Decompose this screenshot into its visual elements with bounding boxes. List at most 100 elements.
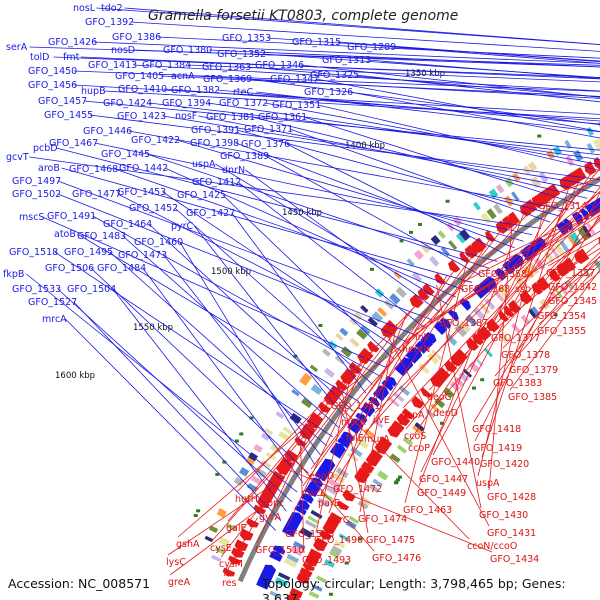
forward-leader-line	[208, 49, 600, 68]
forward-leader-line	[142, 267, 304, 483]
gc-content-outer-block	[493, 203, 503, 215]
gc-skew-outer-block	[233, 476, 244, 486]
gc-content-outer-block	[250, 475, 263, 485]
reverse-gene-label: gyrA	[259, 512, 282, 523]
gc-skew-outer-block	[406, 258, 415, 267]
forward-gene-label: mscS	[19, 212, 44, 223]
gc-skew-outer-block	[348, 317, 358, 326]
gc-skew-outer-block	[552, 145, 563, 156]
gc-content-inner-block	[582, 225, 592, 238]
gc-skew-outer-block	[586, 127, 594, 137]
rna-marker	[396, 478, 401, 482]
gc-content-inner-block	[274, 577, 288, 588]
forward-gene-label: GFO_1445	[101, 149, 150, 160]
forward-gene-label: nosL	[73, 3, 96, 14]
forward-gene-label: aroB	[38, 163, 60, 174]
forward-leader-line	[176, 139, 524, 242]
forward-leader-line	[148, 102, 600, 156]
gc-content-outer-block	[428, 255, 440, 267]
forward-leader-line	[231, 212, 367, 394]
reverse-gene-arrow	[417, 288, 430, 301]
reverse-leader-line	[332, 399, 470, 540]
gc-skew-inner-block	[483, 348, 493, 358]
forward-gene-label: GFO_1426	[48, 37, 97, 48]
reverse-gene-label: GFO_1419	[473, 443, 522, 454]
forward-gene-label: GFO_1405	[115, 71, 164, 82]
reverse-gene-arrow-inner	[315, 537, 328, 548]
forward-leader-line	[235, 142, 515, 249]
forward-leader-line	[349, 91, 600, 139]
reverse-leader-line	[332, 191, 600, 400]
forward-gene-label: GFO_1392	[85, 17, 134, 28]
reverse-gene-label: GFO_1418	[472, 424, 521, 435]
reverse-gene-arrow-inner	[308, 548, 323, 560]
reverse-leader-line	[477, 197, 548, 477]
forward-leader-line	[289, 128, 551, 223]
forward-gene-label: GFO_1386	[112, 32, 161, 43]
forward-leader-line	[237, 181, 425, 328]
forward-leader-line	[315, 78, 600, 132]
reverse-gene-arrow-inner	[336, 500, 350, 511]
reverse-gene-label: ccoN/ccoO	[467, 541, 517, 552]
forward-gene-label: pyrC	[171, 221, 194, 232]
gc-skew-inner-block	[330, 545, 343, 555]
reverse-leader-line	[285, 468, 493, 553]
reverse-gene-arrow-inner	[387, 425, 401, 438]
reverse-gene-arrow	[464, 244, 479, 259]
gc-skew-outer-block	[309, 364, 319, 373]
reverse-gene-label: GFO_1474	[358, 514, 407, 525]
kbp-tick-label: 1350 kbp	[405, 69, 445, 79]
forward-gene-label: GFO_1450	[28, 66, 77, 77]
forward-gene-arrow	[272, 545, 286, 555]
gc-content-inner-block	[388, 397, 400, 408]
gc-content-inner-block	[484, 298, 496, 311]
rna-marker	[318, 323, 323, 327]
reverse-gene-label: GFO_1449	[417, 488, 466, 499]
forward-leader-line	[146, 153, 489, 269]
rna-marker	[537, 134, 542, 138]
gc-content-outer-block	[455, 232, 466, 244]
forward-leader-line	[267, 37, 600, 62]
reverse-gene-arrow-inner	[304, 553, 320, 567]
forward-gene-label: GFO_1504	[67, 284, 116, 295]
forward-leader-line	[392, 46, 600, 64]
gc-skew-outer-block	[253, 444, 263, 453]
reverse-leader-line	[405, 186, 600, 430]
forward-gene-label: GFO_1491	[47, 211, 96, 222]
forward-gene-label: GFO_1394	[162, 98, 211, 109]
forward-leader-line	[162, 191, 402, 352]
reverse-gene-arrow-inner	[450, 352, 465, 367]
kbp-tick-label: 1450 kbp	[282, 208, 322, 218]
forward-leader-line	[65, 318, 277, 531]
gc-content-outer-block	[211, 554, 222, 563]
reverse-leader-line	[359, 324, 398, 513]
reverse-gene-label: GFO_1430	[479, 510, 528, 521]
gc-content-inner-block	[559, 240, 570, 253]
reverse-leader-line	[386, 334, 490, 527]
gc-skew-outer-block	[335, 333, 344, 341]
reverse-leader-line	[436, 284, 482, 509]
reverse-gene-label: GFO_1385	[508, 392, 557, 403]
gc-content-inner-block	[328, 478, 342, 490]
reverse-leader-line	[334, 238, 491, 483]
rna-marker	[215, 472, 220, 476]
forward-leader-line	[29, 156, 542, 229]
gc-skew-outer-block	[299, 376, 310, 386]
forward-gene-label: GFO_1422	[131, 135, 180, 146]
rna-marker	[234, 439, 239, 443]
forward-gene-label: GFO_1389	[220, 151, 269, 162]
gc-content-outer-block	[411, 271, 423, 283]
reverse-gene-arrow-inner	[396, 413, 411, 426]
gc-skew-outer-block	[275, 411, 285, 419]
reverse-gene-label: GFO_1493	[302, 555, 351, 566]
forward-gene-label: GFO_1412	[192, 177, 241, 188]
gc-content-outer-block	[349, 337, 360, 348]
reverse-gene-arrow	[508, 211, 521, 225]
forward-gene-arrow	[263, 564, 277, 575]
gc-content-inner-block	[307, 515, 320, 525]
forward-leader-line	[160, 75, 600, 97]
reverse-leader-line	[211, 421, 317, 542]
forward-gene-label: nosD	[111, 45, 135, 56]
forward-leader-line	[245, 169, 440, 313]
